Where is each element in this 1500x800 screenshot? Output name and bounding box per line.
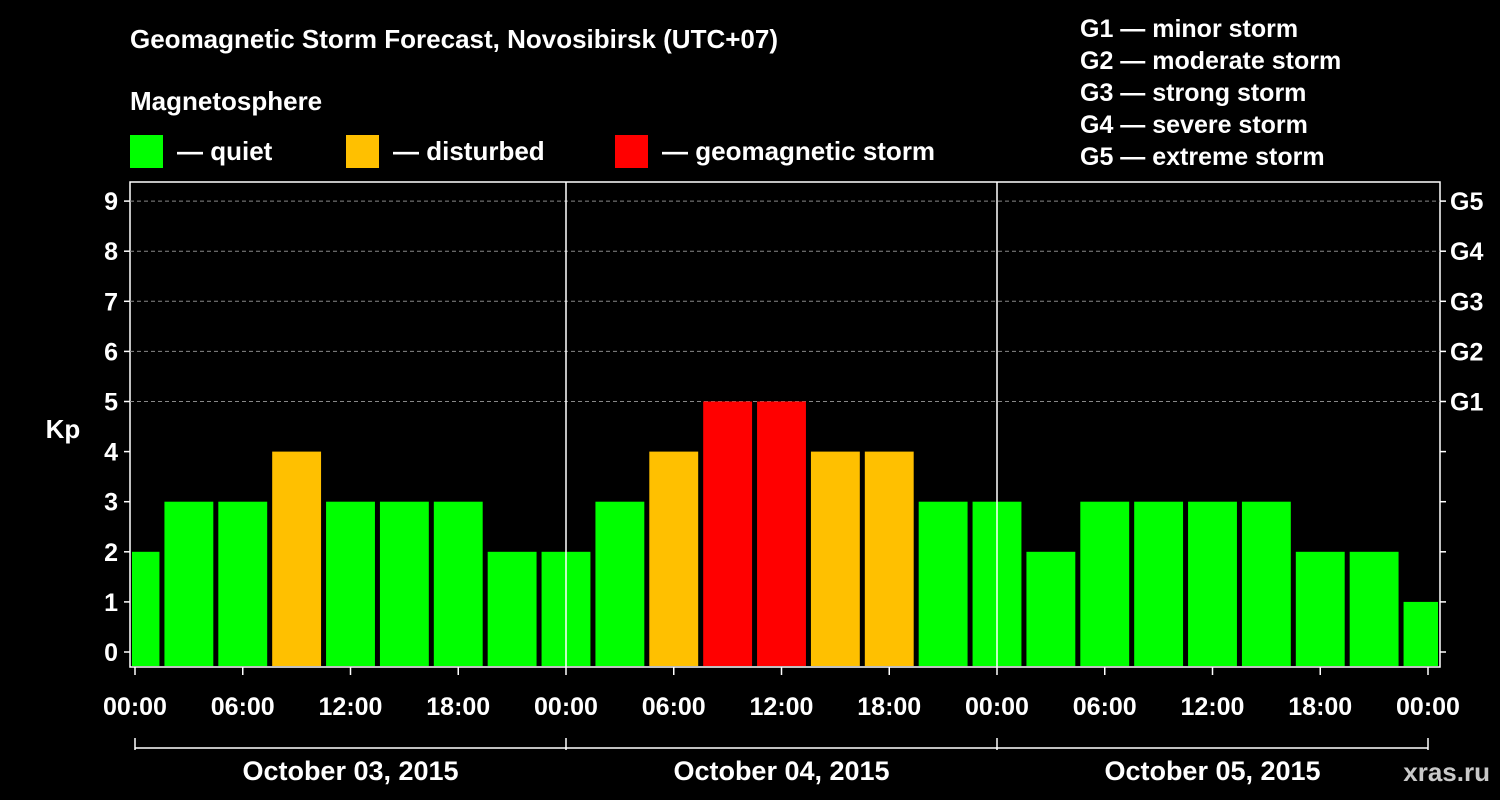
day-label-2: October 05, 2015 bbox=[1104, 756, 1320, 786]
chart-title: Geomagnetic Storm Forecast, Novosibirsk … bbox=[130, 24, 779, 54]
y-tick-label-2: 2 bbox=[104, 539, 118, 567]
day-label-1: October 04, 2015 bbox=[673, 756, 889, 786]
legend-storm-label: — geomagnetic storm bbox=[662, 135, 936, 166]
kp-bar-12 bbox=[757, 401, 806, 666]
kp-bar-15 bbox=[918, 501, 968, 666]
kp-bar-24 bbox=[1403, 601, 1438, 666]
x-tick-label-12: 00:00 bbox=[1396, 693, 1460, 721]
kp-bar-1 bbox=[164, 501, 214, 666]
kp-bar-13 bbox=[810, 451, 860, 666]
y-tick-label-4: 4 bbox=[104, 439, 118, 467]
kp-bar-0 bbox=[132, 551, 160, 666]
x-tick-label-11: 18:00 bbox=[1288, 693, 1352, 721]
x-tick-label-7: 18:00 bbox=[857, 693, 921, 721]
storm-scale-g1: G1 — minor storm bbox=[1080, 15, 1299, 43]
x-tick-label-9: 06:00 bbox=[1073, 693, 1137, 721]
y-tick-label-9: 9 bbox=[104, 188, 118, 216]
y-tick-label-1: 1 bbox=[104, 589, 118, 617]
kp-bar-17 bbox=[1026, 551, 1076, 666]
legend-disturbed-label: — disturbed bbox=[393, 135, 545, 166]
x-tick-label-1: 06:00 bbox=[211, 693, 275, 721]
legend-disturbed-swatch bbox=[346, 134, 379, 168]
legend-quiet-swatch bbox=[130, 134, 163, 168]
storm-scale-legend: G1 — minor storm G2 — moderate storm G3 … bbox=[1080, 13, 1341, 173]
x-tick-label-5: 06:00 bbox=[642, 693, 706, 721]
right-axis-label-G1: G1 bbox=[1450, 389, 1483, 417]
y-tick-label-8: 8 bbox=[104, 238, 118, 266]
kp-bar-2 bbox=[218, 501, 268, 666]
watermark: xras.ru bbox=[1403, 757, 1490, 787]
legend-quiet: — quiet bbox=[130, 134, 272, 168]
kp-bar-20 bbox=[1188, 501, 1237, 666]
y-tick-label-0: 0 bbox=[104, 639, 118, 667]
y-tick-label-5: 5 bbox=[104, 389, 118, 417]
kp-bar-6 bbox=[433, 501, 483, 666]
x-tick-label-8: 00:00 bbox=[965, 693, 1029, 721]
storm-scale-g3: G3 — strong storm bbox=[1080, 79, 1307, 107]
legend-quiet-label: — quiet bbox=[177, 135, 273, 166]
right-axis-label-G3: G3 bbox=[1450, 288, 1483, 316]
x-tick-label-2: 12:00 bbox=[319, 693, 383, 721]
right-axis-label-G4: G4 bbox=[1450, 238, 1483, 266]
kp-bar-23 bbox=[1349, 551, 1399, 666]
y-tick-label-7: 7 bbox=[104, 288, 118, 316]
y-tick-label-3: 3 bbox=[104, 489, 118, 517]
kp-bar-18 bbox=[1080, 501, 1130, 666]
kp-bar-19 bbox=[1134, 501, 1184, 666]
right-axis-label-G2: G2 bbox=[1450, 338, 1483, 366]
plot-frame bbox=[129, 181, 1441, 668]
legend-storm-swatch bbox=[615, 134, 648, 168]
kp-bar-11 bbox=[703, 401, 753, 666]
storm-scale-g5: G5 — extreme storm bbox=[1080, 143, 1325, 171]
storm-scale-g4: G4 — severe storm bbox=[1080, 111, 1308, 139]
y-axis-title: Kp bbox=[46, 414, 81, 444]
kp-bar-10 bbox=[649, 451, 699, 666]
kp-bar-7 bbox=[487, 551, 537, 666]
x-tick-label-6: 12:00 bbox=[750, 693, 814, 721]
x-tick-label-10: 12:00 bbox=[1181, 693, 1245, 721]
kp-bar-3 bbox=[272, 451, 322, 666]
kp-bar-5 bbox=[379, 501, 429, 666]
x-tick-label-0: 00:00 bbox=[103, 693, 167, 721]
kp-bar-14 bbox=[864, 451, 914, 666]
kp-bar-22 bbox=[1295, 551, 1345, 666]
storm-scale-g2: G2 — moderate storm bbox=[1080, 47, 1342, 75]
legend-storm: — geomagnetic storm bbox=[615, 134, 935, 168]
day-label-0: October 03, 2015 bbox=[242, 756, 458, 786]
kp-bar-4 bbox=[326, 501, 375, 666]
x-tick-label-3: 18:00 bbox=[426, 693, 490, 721]
magnetosphere-label: Magnetosphere bbox=[130, 86, 323, 116]
y-tick-label-6: 6 bbox=[104, 338, 118, 366]
x-tick-label-4: 00:00 bbox=[534, 693, 598, 721]
kp-bar-9 bbox=[595, 501, 645, 666]
right-axis-label-G5: G5 bbox=[1450, 188, 1483, 216]
legend-disturbed: — disturbed bbox=[346, 134, 545, 168]
kp-bar-21 bbox=[1241, 501, 1291, 666]
